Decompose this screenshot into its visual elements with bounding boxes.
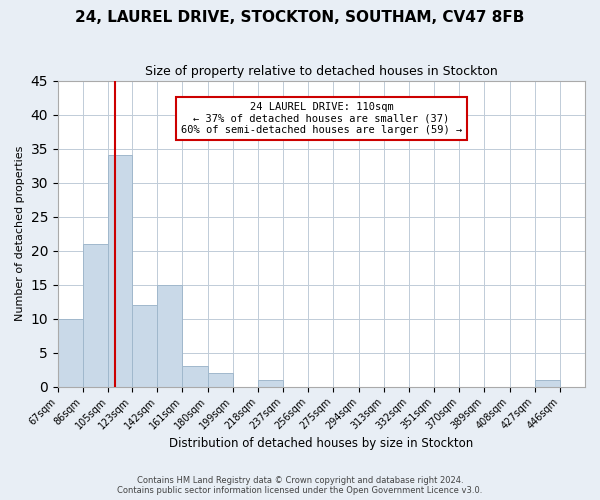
Title: Size of property relative to detached houses in Stockton: Size of property relative to detached ho… (145, 65, 498, 78)
Bar (108, 156, 132, 386)
X-axis label: Distribution of detached houses by size in Stockton: Distribution of detached houses by size … (169, 437, 473, 450)
Bar (535, 380, 560, 386)
Y-axis label: Number of detached properties: Number of detached properties (15, 146, 25, 322)
Bar (258, 380, 283, 386)
Bar (132, 305, 157, 386)
Bar (208, 373, 233, 386)
Text: 24 LAUREL DRIVE: 110sqm
← 37% of detached houses are smaller (37)
60% of semi-de: 24 LAUREL DRIVE: 110sqm ← 37% of detache… (181, 102, 462, 135)
Text: Contains HM Land Registry data © Crown copyright and database right 2024.
Contai: Contains HM Land Registry data © Crown c… (118, 476, 482, 495)
Bar (58, 318, 83, 386)
Bar (157, 284, 182, 386)
Bar (83, 244, 108, 386)
Bar (182, 366, 208, 386)
Text: 24, LAUREL DRIVE, STOCKTON, SOUTHAM, CV47 8FB: 24, LAUREL DRIVE, STOCKTON, SOUTHAM, CV4… (76, 10, 524, 25)
